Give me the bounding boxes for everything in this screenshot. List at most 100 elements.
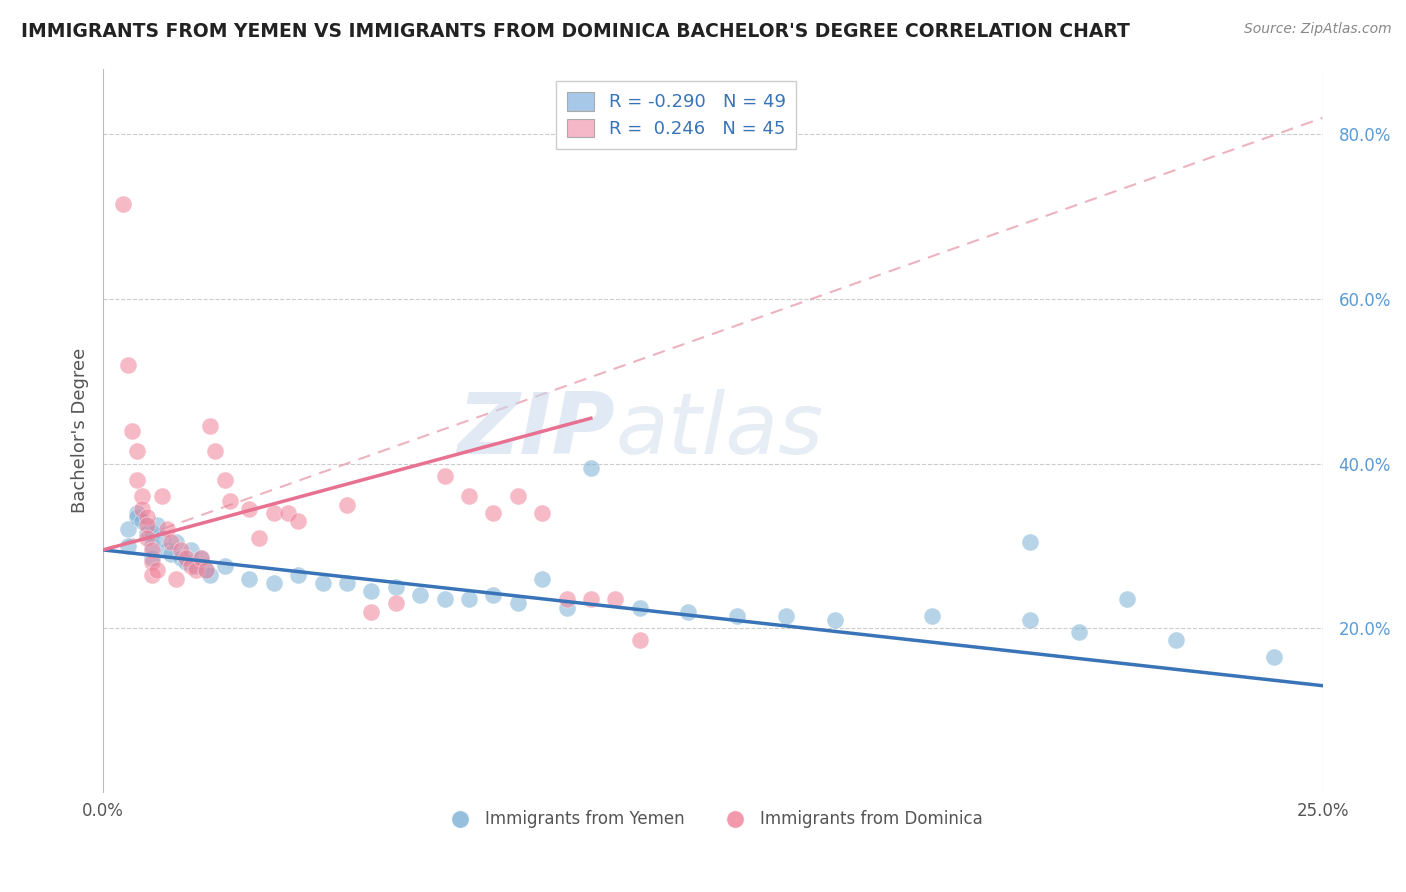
Point <box>1116 592 1139 607</box>
Point <box>506 490 529 504</box>
Point <box>160 534 183 549</box>
Point <box>555 600 578 615</box>
Point <box>311 575 333 590</box>
Point <box>204 444 226 458</box>
Point <box>725 608 748 623</box>
Y-axis label: Bachelor's Degree: Bachelor's Degree <box>72 348 89 513</box>
Point <box>141 542 163 557</box>
Point <box>287 514 309 528</box>
Point <box>458 490 481 504</box>
Point <box>1018 613 1040 627</box>
Point <box>131 514 153 528</box>
Point <box>555 592 578 607</box>
Point <box>180 542 202 557</box>
Point <box>458 592 481 607</box>
Point <box>360 584 382 599</box>
Point <box>1018 534 1040 549</box>
Point <box>214 473 236 487</box>
Point <box>506 596 529 610</box>
Point <box>190 551 212 566</box>
Point <box>121 424 143 438</box>
Point <box>174 555 197 569</box>
Text: Source: ZipAtlas.com: Source: ZipAtlas.com <box>1244 22 1392 37</box>
Point <box>127 510 149 524</box>
Point <box>160 547 183 561</box>
Point <box>263 575 285 590</box>
Point <box>336 498 359 512</box>
Point <box>155 522 177 536</box>
Point <box>136 510 159 524</box>
Text: IMMIGRANTS FROM YEMEN VS IMMIGRANTS FROM DOMINICA BACHELOR'S DEGREE CORRELATION : IMMIGRANTS FROM YEMEN VS IMMIGRANTS FROM… <box>21 22 1130 41</box>
Point <box>165 534 187 549</box>
Point <box>775 608 797 623</box>
Point <box>146 564 169 578</box>
Point <box>180 559 202 574</box>
Point <box>131 490 153 504</box>
Point <box>238 501 260 516</box>
Point <box>1263 649 1285 664</box>
Text: atlas: atlas <box>616 389 824 472</box>
Point <box>174 551 197 566</box>
Point <box>146 518 169 533</box>
Point <box>170 551 193 566</box>
Point <box>247 531 270 545</box>
Point <box>384 580 406 594</box>
Point <box>141 555 163 569</box>
Point <box>531 572 554 586</box>
Point <box>263 506 285 520</box>
Point <box>194 564 217 578</box>
Point <box>628 600 651 615</box>
Text: ZIP: ZIP <box>457 389 616 472</box>
Point <box>150 490 173 504</box>
Point <box>155 542 177 557</box>
Point <box>214 559 236 574</box>
Point <box>1067 625 1090 640</box>
Point <box>628 633 651 648</box>
Point <box>141 567 163 582</box>
Point <box>336 575 359 590</box>
Point <box>433 592 456 607</box>
Point <box>824 613 846 627</box>
Point <box>127 444 149 458</box>
Point <box>433 468 456 483</box>
Point <box>127 506 149 520</box>
Point <box>131 501 153 516</box>
Point <box>1166 633 1188 648</box>
Point <box>579 460 602 475</box>
Point <box>921 608 943 623</box>
Point <box>150 531 173 545</box>
Point <box>605 592 627 607</box>
Point <box>184 559 207 574</box>
Point <box>111 197 134 211</box>
Point <box>238 572 260 586</box>
Point <box>141 526 163 541</box>
Point <box>117 522 139 536</box>
Point <box>482 588 505 602</box>
Point <box>360 605 382 619</box>
Point <box>141 539 163 553</box>
Point <box>287 567 309 582</box>
Point <box>136 518 159 533</box>
Point <box>200 419 222 434</box>
Point <box>277 506 299 520</box>
Point <box>170 542 193 557</box>
Point <box>141 551 163 566</box>
Point <box>136 531 159 545</box>
Point <box>482 506 505 520</box>
Point <box>200 567 222 582</box>
Legend: Immigrants from Yemen, Immigrants from Dominica: Immigrants from Yemen, Immigrants from D… <box>437 804 988 835</box>
Point <box>136 526 159 541</box>
Point <box>127 473 149 487</box>
Point <box>190 551 212 566</box>
Point <box>194 564 217 578</box>
Point <box>531 506 554 520</box>
Point <box>219 493 242 508</box>
Point <box>184 564 207 578</box>
Point <box>117 358 139 372</box>
Point <box>384 596 406 610</box>
Point <box>165 572 187 586</box>
Point <box>678 605 700 619</box>
Point <box>579 592 602 607</box>
Point <box>409 588 432 602</box>
Point <box>117 539 139 553</box>
